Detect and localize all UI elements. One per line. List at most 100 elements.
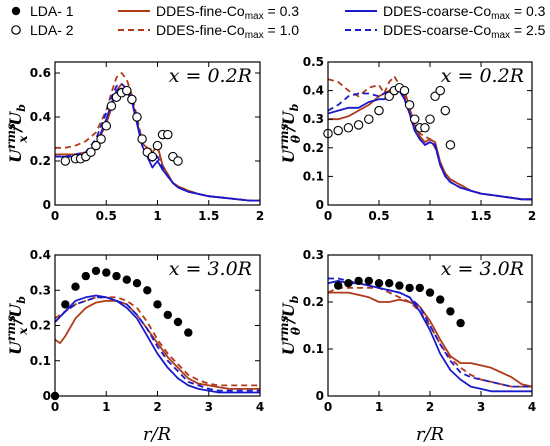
y-axis-label: Urmsθ/Ub bbox=[277, 103, 303, 163]
series-line bbox=[55, 87, 260, 202]
panel-annotation: x = 0.2R bbox=[441, 65, 524, 87]
y-axis-label: Urmsx/Ub bbox=[4, 104, 30, 163]
data-point bbox=[147, 151, 158, 162]
series-line bbox=[55, 72, 260, 202]
data-point bbox=[435, 85, 445, 96]
series-line bbox=[328, 277, 532, 388]
legend-label: DDES-coarse-Comax = 2.5 bbox=[383, 22, 546, 41]
x-tick-label: 1 bbox=[102, 400, 110, 414]
y-tick-label: 0.1 bbox=[30, 354, 51, 368]
series-lines bbox=[328, 277, 532, 393]
series-lines bbox=[55, 294, 260, 394]
y-tick-label: 0.2 bbox=[30, 154, 51, 168]
data-point bbox=[353, 120, 364, 130]
data-point bbox=[409, 114, 420, 124]
series-line bbox=[328, 75, 532, 201]
series-line bbox=[55, 296, 260, 387]
x-tick-label: 0 bbox=[324, 209, 332, 223]
y-tick-label: 0.4 bbox=[303, 84, 324, 98]
data-point bbox=[101, 121, 112, 131]
series-line bbox=[328, 291, 532, 388]
data-point bbox=[446, 307, 455, 316]
data-point bbox=[102, 268, 111, 277]
data-point bbox=[415, 283, 424, 293]
data-point bbox=[86, 147, 96, 157]
data-point bbox=[456, 318, 465, 328]
x-tick-label: 4 bbox=[256, 400, 264, 414]
y-tick-label: 0.6 bbox=[30, 66, 51, 80]
data-point bbox=[445, 140, 456, 150]
series-line bbox=[328, 86, 532, 201]
data-point bbox=[344, 279, 353, 288]
data-point bbox=[173, 317, 183, 327]
data-point bbox=[132, 279, 142, 288]
x-tick-label: 1 bbox=[153, 209, 161, 223]
data-point bbox=[333, 125, 343, 136]
x-axis-label: r/R bbox=[416, 424, 444, 445]
data-point bbox=[395, 281, 404, 290]
data-point bbox=[343, 123, 354, 133]
y-tick-label: 0.3 bbox=[303, 248, 324, 262]
x-tick-label: 0 bbox=[51, 400, 59, 414]
panels: 0 0.5 1 1.5 2 0 0.2 0.4 0.6 x = 0.2R Urmsx/Ub 0 0.5 1… bbox=[4, 55, 536, 445]
data-point bbox=[425, 114, 435, 124]
data-point bbox=[61, 300, 70, 309]
legend-label: DDES-fine-Comax = 0.3 bbox=[156, 3, 299, 22]
data-point bbox=[420, 123, 430, 133]
y-tick-label: 0.4 bbox=[30, 248, 51, 262]
legend-entry: DDES-coarse-Comax = 2.5 bbox=[345, 22, 546, 41]
data-point bbox=[399, 85, 410, 96]
data-point bbox=[91, 266, 101, 276]
data-point bbox=[364, 276, 373, 286]
y-tick-label: 0 bbox=[43, 389, 51, 403]
y-tick-label: 0.1 bbox=[303, 342, 324, 356]
data-point bbox=[132, 112, 142, 122]
data-point bbox=[163, 129, 173, 140]
data-point bbox=[354, 276, 363, 286]
y-tick-label: 0.3 bbox=[30, 283, 51, 297]
series-lines bbox=[328, 75, 532, 201]
y-tick-label: 0.2 bbox=[30, 319, 51, 333]
data-point bbox=[405, 283, 414, 293]
data-point bbox=[404, 100, 415, 110]
data-point bbox=[152, 140, 163, 151]
data-point bbox=[112, 271, 121, 281]
data-point bbox=[385, 279, 394, 288]
data-point bbox=[163, 310, 172, 320]
y-tick-label: 0.4 bbox=[30, 110, 51, 124]
chart-panel: 0 0.5 1 1.5 2 0 0.1 0.2 0.3 0.4 0.5 x = 0.2R Urmsθ/U… bbox=[277, 55, 536, 223]
y-tick-label: 0.3 bbox=[303, 112, 324, 126]
x-tick-label: 2 bbox=[153, 400, 161, 414]
legend-label: LDA- 1 bbox=[30, 3, 74, 19]
x-tick-label: 1 bbox=[375, 400, 383, 414]
data-point bbox=[122, 275, 131, 284]
series-line bbox=[55, 294, 260, 394]
y-tick-label: 0.2 bbox=[303, 141, 324, 155]
chart-panel: 0 0.5 1 1.5 2 0 0.2 0.4 0.6 x = 0.2R Urmsx/Ub bbox=[4, 61, 264, 223]
y-tick-label: 0 bbox=[43, 198, 51, 212]
legend: LDA- 1 LDA- 2 DDES-fine-Comax = 0.3DDES-fi… bbox=[11, 3, 546, 41]
data-point bbox=[364, 114, 374, 124]
data-point bbox=[122, 85, 132, 96]
x-tick-label: 0.5 bbox=[368, 209, 389, 223]
legend-entry: LDA- 2 bbox=[11, 22, 74, 38]
x-tick-label: 1 bbox=[426, 209, 434, 223]
x-axis-label: r/R bbox=[143, 424, 171, 445]
x-tick-label: 1.5 bbox=[198, 209, 219, 223]
x-tick-label: 3 bbox=[205, 400, 213, 414]
legend-entry: DDES-fine-Comax = 0.3 bbox=[118, 3, 299, 22]
x-tick-label: 4 bbox=[528, 400, 536, 414]
chart-panel: 0 1 2 3 4 0 0.1 0.2 0.3 x = 3.0R Urmsθ/Ub bbox=[277, 248, 536, 414]
y-tick-label: 0.2 bbox=[303, 295, 324, 309]
y-tick-label: 0 bbox=[316, 198, 324, 212]
y-axis-label: Urmsx/Ub bbox=[4, 296, 30, 355]
legend-entry: DDES-coarse-Comax = 0.3 bbox=[345, 3, 546, 22]
panel-annotation: x = 3.0R bbox=[441, 258, 524, 280]
data-point bbox=[184, 328, 193, 337]
data-point bbox=[91, 140, 101, 151]
x-tick-label: 2 bbox=[256, 209, 264, 223]
data-point bbox=[96, 134, 106, 144]
legend-label: DDES-coarse-Comax = 0.3 bbox=[383, 3, 546, 22]
data-point bbox=[440, 105, 451, 116]
